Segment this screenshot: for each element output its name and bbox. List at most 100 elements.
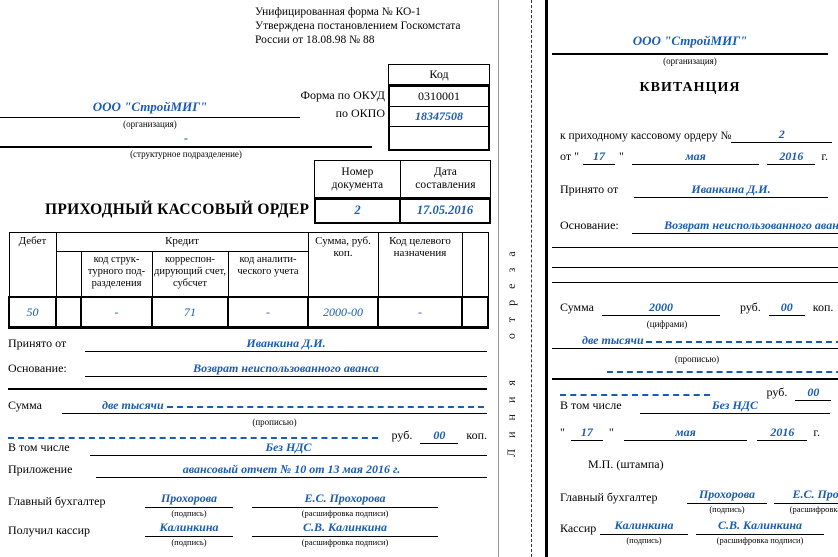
order-ref-value: 2: [731, 127, 832, 143]
subdivision-value: -: [184, 131, 188, 145]
attachment-value: авансовый отчет № 10 от 13 мая 2016 г.: [96, 462, 487, 478]
note-line: России от 18.08.98 № 88: [255, 34, 375, 46]
debit-header: Дебет: [8, 232, 57, 298]
order-ref-label: к приходному кассовому ордеру №: [560, 130, 732, 142]
date-month: мая: [631, 149, 760, 165]
cell: [461, 296, 489, 329]
dash-filler: [166, 406, 484, 408]
order-title: ПРИХОДНЫЙ КАССОВЫЙ ОРДЕР: [45, 201, 310, 218]
kopeck-value: 00: [768, 300, 805, 316]
anal-code-value: -: [227, 296, 309, 329]
stamp-label: М.П. (штампа): [588, 457, 664, 471]
credit-corr-subheader: корреспон-дирующий счет, субсчет: [151, 251, 229, 298]
sum-label: Сумма: [560, 300, 594, 314]
dash-line: [607, 371, 838, 373]
okud-label: Форма по ОКУД: [300, 88, 385, 102]
cashier-label: Получил кассир: [8, 523, 90, 537]
credit-anal-subheader: код аналити-ческого учета: [227, 251, 309, 298]
cashier-name-block: С.В. Калинкина (расшифровка подписи): [696, 518, 824, 545]
attachment-label: Приложение: [8, 462, 73, 476]
cashier-name-block: С.В. Калинкина (расшифровка подписи): [252, 520, 438, 547]
struct-code-value: -: [80, 296, 153, 329]
dash-filler: [8, 437, 378, 439]
chief-name-block: Е.С. Прохорова (расшифровка подписи): [774, 487, 838, 514]
sum-header: Сумма, руб. коп.: [307, 232, 379, 298]
basis-label: Основание:: [8, 361, 67, 375]
sum-words-caption: (прописью): [252, 417, 297, 427]
cut-dashed-line: [531, 0, 532, 557]
attachment-row: Приложение авансовый отчет № 10 от 13 ма…: [8, 462, 487, 478]
accounting-entries-table: Дебет Кредит Сумма, руб. коп. Код целево…: [8, 232, 489, 329]
empty-header: [461, 232, 489, 298]
sum-digits-value: 2000: [601, 300, 720, 316]
credit-header: Кредит: [55, 232, 309, 252]
rub-label: руб.: [391, 428, 413, 442]
receipt-date-row: от " 17 " мая 2016 г.: [560, 149, 828, 165]
cashier-signature: Калинкина: [600, 518, 688, 535]
basis-row: Основание: Возврат неиспользованного ава…: [560, 218, 838, 234]
accepted-from-value: Иванкина Д.И.: [85, 336, 487, 352]
sum-words-row: Сумма две тысячи: [8, 398, 487, 414]
okpo-label: по ОКПО: [335, 106, 385, 120]
date-day: 17: [570, 425, 603, 441]
thick-separator-line: [552, 378, 838, 380]
including-value: Без НДС: [640, 398, 830, 414]
blank-line: [552, 282, 838, 283]
quote-mark: ": [608, 425, 614, 439]
signature-caption: (подпись): [626, 535, 662, 545]
rub-label: руб.: [739, 300, 761, 314]
cashier-signature-block: Калинкина (подпись): [600, 518, 688, 545]
sum-digits-row: Сумма 2000 руб. 00 коп.: [560, 300, 838, 316]
debit-value: 50: [8, 296, 57, 329]
basis-extra-line: [8, 388, 487, 390]
including-label: В том числе: [8, 440, 70, 454]
doc-number-header: Номер документа: [314, 160, 401, 198]
accepted-from-label: Принято от: [8, 336, 67, 350]
chief-signature: Прохорова: [145, 491, 233, 508]
date-year: 2016: [757, 425, 808, 441]
from-label: от ": [560, 149, 579, 163]
kop-label: коп.: [812, 300, 834, 314]
cashier-name: С.В. Калинкина: [696, 518, 824, 535]
credit-empty-subheader: [55, 251, 82, 298]
dash-filler: [560, 394, 710, 396]
chief-signature: Прохорова: [687, 487, 767, 504]
chief-accountant-label: Главный бухгалтер: [560, 490, 658, 504]
code-empty-cell: [390, 126, 488, 149]
including-row: В том числе Без НДС: [8, 440, 487, 456]
okud-value: 0310001: [418, 89, 460, 103]
quote-mark: ": [560, 425, 565, 439]
doc-date-value: 17.05.2016: [399, 200, 489, 222]
subdivision-line: [0, 146, 372, 148]
subdivision-caption: (структурное подразделение): [130, 149, 242, 159]
credit-struct-subheader: код струк-турного под-разделения: [80, 251, 153, 298]
organization-name: ООО "СтройМИГ": [92, 99, 208, 114]
rub-kop-row2: руб. 00 коп.: [560, 385, 838, 401]
sum-words-row: две тысячи: [552, 333, 838, 349]
sum-label: Сумма: [8, 398, 42, 412]
including-row: В том числе Без НДС: [560, 398, 830, 414]
document-number-box: Номер документа Дата составления 2 17.05…: [314, 160, 491, 224]
basis-value: Возврат неиспользованного аванса: [632, 218, 838, 234]
cashier-label: Кассир: [560, 521, 597, 535]
form-approval-note: Унифицированная форма № КО-1 Утверждена …: [255, 5, 500, 47]
signature-caption: (подпись): [171, 537, 207, 547]
cell: [55, 296, 82, 329]
cut-line-label: Линия отреза: [504, 240, 518, 457]
date-month: мая: [623, 425, 748, 441]
strip-thick-line: [545, 0, 548, 557]
purpose-code-value: -: [377, 296, 463, 329]
year-suffix: г.: [813, 425, 820, 439]
date-day: 17: [582, 149, 615, 165]
basis-label: Основание:: [560, 218, 619, 232]
accepted-from-label: Принято от: [560, 182, 619, 196]
chief-signature-block: Прохорова (подпись): [687, 487, 767, 514]
receipt-title: КВИТАНЦИЯ: [639, 80, 741, 95]
sum-words-caption: (прописью): [674, 354, 720, 364]
organization-name: ООО "СтройМИГ": [632, 33, 748, 48]
accepted-from-row: Принято от Иванкина Д.И.: [8, 336, 487, 352]
okpo-value: 18347508: [390, 106, 488, 126]
blank-line: [552, 267, 838, 268]
accepted-from-value: Иванкина Д.И.: [634, 182, 828, 198]
